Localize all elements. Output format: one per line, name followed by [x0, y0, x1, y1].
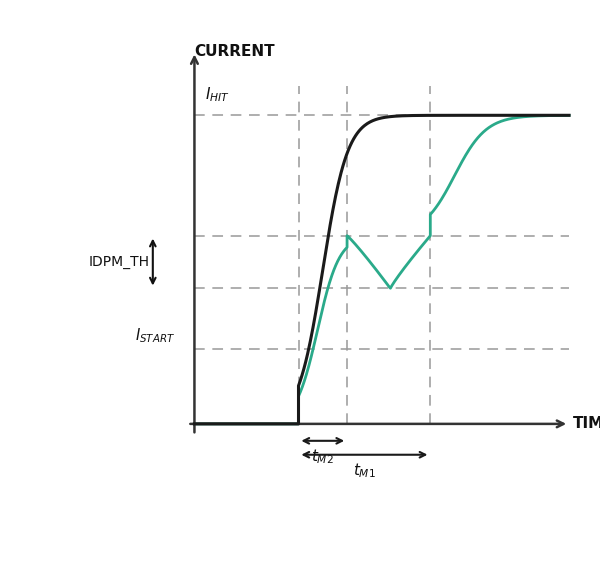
Text: CURRENT: CURRENT: [194, 44, 275, 59]
Text: $I_{START}$: $I_{START}$: [136, 326, 176, 345]
Text: $t_{M1}$: $t_{M1}$: [353, 462, 376, 480]
Text: TIME: TIME: [572, 416, 600, 431]
Text: $t_{M2}$: $t_{M2}$: [311, 447, 334, 466]
Text: $I_{HIT}$: $I_{HIT}$: [205, 85, 230, 104]
Text: IDPM_TH: IDPM_TH: [88, 255, 149, 269]
